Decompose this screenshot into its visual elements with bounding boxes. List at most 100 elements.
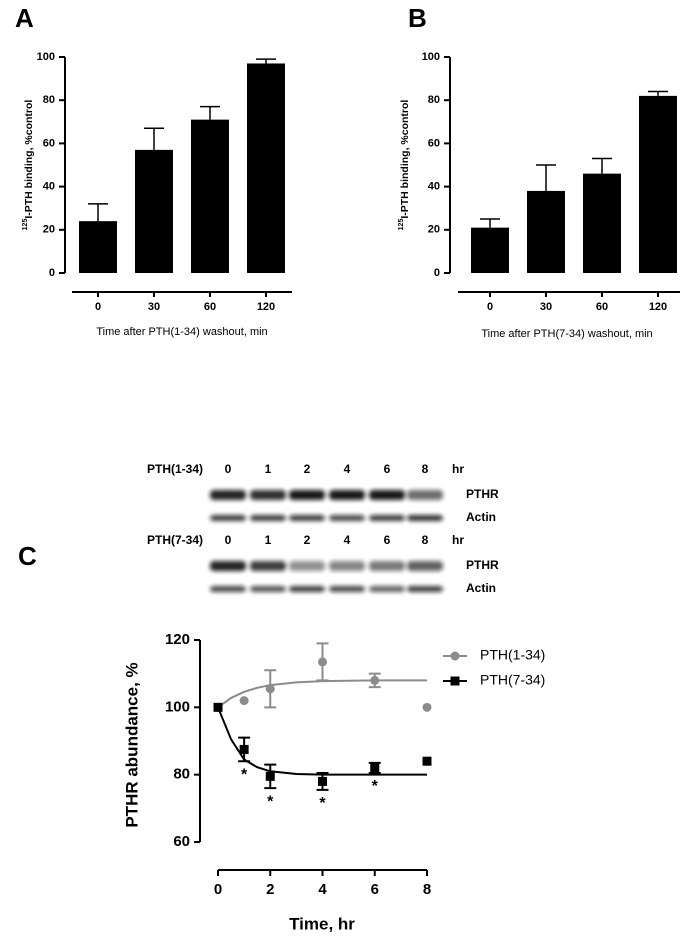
x-tick-label: 120 — [257, 301, 275, 313]
lane-label: 4 — [344, 533, 351, 547]
significance-mark: * — [267, 793, 274, 810]
blot-label: PTH(7-34) — [147, 533, 203, 547]
lane-label: 6 — [384, 462, 391, 476]
lane-label: 0 — [225, 533, 232, 547]
legend-label: PTH(1-34) — [480, 647, 545, 663]
panel-letter: B — [408, 3, 427, 33]
x-axis-title: Time, hr — [289, 914, 355, 933]
blot-band — [250, 515, 286, 521]
data-point — [422, 756, 432, 766]
row-label: PTHR — [466, 558, 499, 572]
blot-band — [407, 515, 443, 521]
panel-letter: C — [18, 541, 37, 571]
blot-band — [369, 515, 405, 521]
blot-band — [289, 561, 325, 571]
y-tick-label: 0 — [49, 267, 55, 279]
blot-band — [289, 490, 325, 500]
unit-label: hr — [452, 533, 464, 547]
x-tick-label: 8 — [423, 881, 431, 898]
y-axis-title-sup: 125 — [398, 219, 405, 231]
y-tick-label: 100 — [422, 51, 440, 63]
x-tick-label: 30 — [540, 301, 552, 313]
data-point — [370, 675, 380, 685]
blot-band — [210, 515, 246, 521]
y-tick-label: 100 — [37, 51, 55, 63]
y-tick-label: 60 — [173, 833, 190, 850]
x-tick-label: 0 — [95, 301, 101, 313]
y-tick-label: 100 — [165, 698, 190, 715]
y-axis-title: PTHR abundance, % — [122, 662, 141, 827]
x-tick-label: 2 — [266, 881, 274, 898]
lane-label: 6 — [384, 533, 391, 547]
blot-band — [250, 490, 286, 500]
blot-band — [329, 515, 365, 521]
data-point — [318, 776, 327, 786]
significance-mark: * — [372, 778, 379, 795]
lane-label: 8 — [422, 462, 429, 476]
x-tick-label: 120 — [649, 301, 667, 313]
x-tick-label: 30 — [148, 301, 160, 313]
y-tick-label: 120 — [165, 631, 190, 648]
y-axis-title-text: I-PTH binding, %control — [399, 100, 411, 219]
blot-band — [329, 490, 365, 500]
bar — [247, 63, 285, 274]
bar — [135, 149, 173, 273]
significance-mark: * — [319, 795, 326, 812]
y-tick-label: 20 — [428, 224, 440, 236]
bar — [583, 173, 621, 273]
lane-label: 1 — [265, 533, 272, 547]
lane-label: 2 — [304, 462, 311, 476]
blot-band — [407, 490, 443, 500]
blot-label: PTH(1-34) — [147, 462, 203, 476]
lane-label: 2 — [304, 533, 311, 547]
data-point — [422, 702, 432, 712]
row-label: Actin — [466, 510, 496, 524]
x-tick-label: 0 — [214, 881, 222, 898]
y-axis-title: 125I-PTH binding, %control — [22, 100, 35, 231]
y-tick-label: 60 — [43, 137, 55, 149]
panel-letter: A — [15, 3, 34, 33]
y-tick-label: 40 — [428, 181, 440, 193]
row-label: PTHR — [466, 487, 499, 501]
lane-label: 4 — [344, 462, 351, 476]
x-tick-label: 60 — [204, 301, 216, 313]
blot-band — [289, 586, 325, 592]
x-tick-label: 60 — [596, 301, 608, 313]
data-point — [265, 684, 275, 694]
lane-label: 1 — [265, 462, 272, 476]
data-point — [265, 771, 275, 781]
y-tick-label: 20 — [43, 224, 55, 236]
blot-band — [369, 561, 405, 571]
blot-band — [369, 490, 405, 500]
row-label: Actin — [466, 581, 496, 595]
bar — [639, 95, 677, 273]
data-point — [370, 763, 380, 773]
bar — [191, 119, 229, 273]
bar — [79, 221, 117, 273]
legend-label: PTH(7-34) — [480, 672, 545, 688]
x-tick-label: 4 — [318, 881, 327, 898]
blot-band — [407, 561, 443, 571]
data-point — [318, 657, 327, 667]
data-point — [239, 744, 249, 754]
y-tick-label: 80 — [173, 766, 190, 783]
y-axis-title-text: I-PTH binding, %control — [23, 100, 35, 219]
unit-label: hr — [452, 462, 464, 476]
fit-curve — [217, 679, 427, 709]
blot-band — [407, 586, 443, 592]
lane-label: 8 — [422, 533, 429, 547]
bar — [471, 227, 509, 273]
y-tick-label: 80 — [43, 94, 55, 106]
blot-band — [369, 586, 405, 592]
y-tick-label: 40 — [43, 181, 55, 193]
blot-band — [210, 586, 246, 592]
data-point — [213, 702, 223, 712]
x-axis-title: Time after PTH(7-34) washout, min — [481, 328, 652, 340]
fit-curve — [217, 706, 427, 776]
blot-band — [210, 561, 246, 571]
lane-label: 0 — [225, 462, 232, 476]
y-tick-label: 60 — [428, 137, 440, 149]
y-tick-label: 80 — [428, 94, 440, 106]
blot-band — [329, 561, 365, 571]
blot-band — [250, 586, 286, 592]
